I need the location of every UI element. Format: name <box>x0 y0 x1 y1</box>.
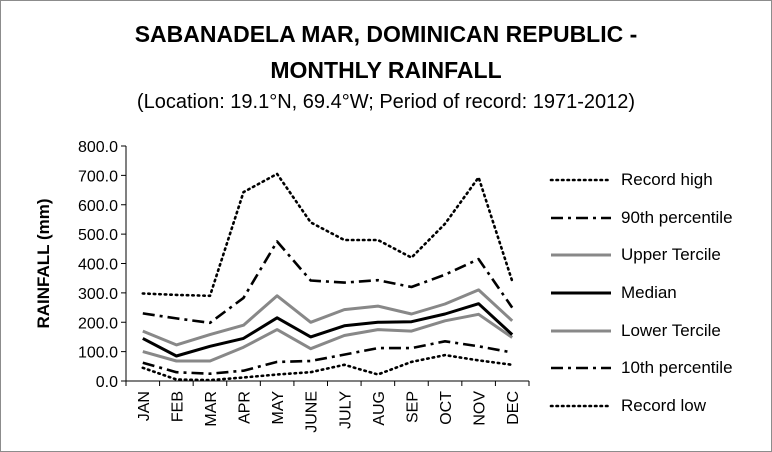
x-tick-label: FEB <box>169 391 186 422</box>
legend-swatch <box>551 216 611 219</box>
series-line-90th-percentile <box>142 240 514 325</box>
y-tick-label: 700.0 <box>78 168 118 185</box>
legend-item-median: Median <box>549 274 764 312</box>
chart-title-line-1: SABANADELA MAR, DOMINICAN REPUBLIC - <box>134 21 638 47</box>
legend-label: Upper Tercile <box>621 245 721 265</box>
x-tick-label: MAY <box>270 391 287 425</box>
series-line-lower-tercile <box>142 312 514 363</box>
y-tick-label: 0.0 <box>96 374 118 391</box>
x-tick-label: JUNE <box>304 391 321 433</box>
x-tick-label: DEC <box>505 391 522 425</box>
legend-swatch <box>551 291 611 295</box>
legend-item-record-high: Record high <box>549 161 764 199</box>
x-tick-label: MAR <box>203 391 220 427</box>
y-tick-label: 500.0 <box>78 227 118 244</box>
legend-swatch <box>551 329 611 333</box>
series-line-median <box>142 302 514 358</box>
legend-label: Median <box>621 282 677 302</box>
legend-swatch <box>549 404 613 408</box>
x-tick-label: JULY <box>337 391 354 429</box>
x-tick-label: JAN <box>136 391 153 421</box>
legend-item-10th-percentile: 10th percentile <box>549 349 764 387</box>
chart-subtitle: (Location: 19.1°N, 69.4°W; Period of rec… <box>136 91 636 113</box>
legend-swatch <box>551 253 611 257</box>
legend-label: 10th percentile <box>621 358 733 378</box>
legend-swatch <box>549 178 613 182</box>
x-tick-label: NOV <box>472 391 489 426</box>
legend-label: 90th percentile <box>621 207 733 227</box>
y-tick-label: 200.0 <box>78 315 118 332</box>
legend-item-upper-tercile: Upper Tercile <box>549 236 764 274</box>
legend-item-90th-percentile: 90th percentile <box>549 199 764 237</box>
y-tick-label: 100.0 <box>78 345 118 362</box>
y-tick-label: 300.0 <box>78 286 118 303</box>
y-tick-label: 600.0 <box>78 198 118 215</box>
chart-legend: Record high 90th percentile Upper Tercile M… <box>549 161 764 425</box>
legend-item-record-low: Record low <box>549 387 764 425</box>
legend-label: Record low <box>621 395 707 415</box>
series-line-record-high <box>141 172 514 298</box>
legend-label: Record high <box>621 169 713 189</box>
series-line-record-low <box>141 353 514 382</box>
chart-title-line-2: MONTHLY RAINFALL <box>270 57 502 83</box>
y-tick-label: 400.0 <box>78 257 118 274</box>
legend-label: Lower Tercile <box>621 320 721 340</box>
x-tick-label: AUG <box>371 391 388 426</box>
x-tick-label: SEP <box>404 391 421 423</box>
series-line-upper-tercile <box>142 288 514 347</box>
x-tick-label: APR <box>237 391 254 424</box>
legend-swatch <box>551 366 611 370</box>
y-axis-title: RAINFALL (mm) <box>34 198 53 328</box>
legend-item-lower-tercile: Lower Tercile <box>549 312 764 350</box>
x-tick-label: OCT <box>438 391 455 425</box>
y-tick-label: 800.0 <box>78 139 118 156</box>
